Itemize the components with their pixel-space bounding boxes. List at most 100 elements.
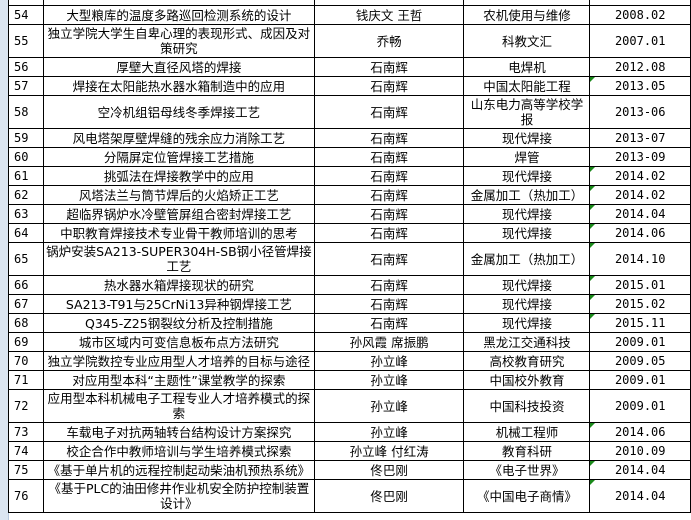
cell-date[interactable]: 2014.06 <box>589 223 691 243</box>
cell-title[interactable]: 中职教育焊接技术专业骨干教师培训的思考 <box>42 223 315 243</box>
cell-date[interactable]: 2008.02 <box>589 5 691 25</box>
cell-num[interactable]: 65 <box>8 242 44 276</box>
cell-journal[interactable]: 现代焊接 <box>463 223 591 243</box>
cell-title[interactable]: 风塔法兰与筒节焊后的火焰矫正工艺 <box>42 185 315 205</box>
cell-author[interactable]: 孙立峰 <box>313 370 465 390</box>
cell-title[interactable]: 对应用型本科“主题性”课堂教学的探索 <box>42 370 315 390</box>
cell-title[interactable]: 独立学院数控专业应用型人才培养的目标与途径 <box>42 351 315 371</box>
cell-author[interactable]: 孙立峰 <box>313 422 465 442</box>
cell-journal[interactable]: 《电子世界》 <box>463 460 591 480</box>
cell-date[interactable]: 2009.01 <box>589 370 691 390</box>
cell-title[interactable]: 《基于PLC的油田修井作业机安全防护控制装置设计》 <box>42 479 315 513</box>
cell-num[interactable]: 67 <box>8 294 44 314</box>
cell-date[interactable]: 2009.05 <box>589 351 691 371</box>
cell-num[interactable]: 55 <box>8 24 44 58</box>
cell-journal[interactable]: 现代焊接 <box>463 275 591 295</box>
cell-title[interactable]: 锅炉安装SA213-SUPER304H-SB钢小径管焊接工艺 <box>42 242 315 276</box>
cell-author[interactable]: 石南辉 <box>313 223 465 243</box>
cell-num[interactable]: 58 <box>8 95 44 129</box>
cell-title[interactable]: 应用型本科机械电子工程专业人才培养模式的探索 <box>42 389 315 423</box>
cell-author[interactable]: 钱庆文 王哲 <box>313 5 465 25</box>
cell-date[interactable]: 2014.10 <box>589 242 691 276</box>
cell-num[interactable]: 61 <box>8 166 44 186</box>
cell-author[interactable]: 孙立峰 <box>313 389 465 423</box>
cell-date[interactable]: 2015.02 <box>589 294 691 314</box>
cell-journal[interactable]: 现代焊接 <box>463 166 591 186</box>
cell-num[interactable]: 62 <box>8 185 44 205</box>
cell-title[interactable]: 《基于单片机的远程控制起动柴油机预热系统》 <box>42 460 315 480</box>
cell-author[interactable]: 石南辉 <box>313 166 465 186</box>
cell-author[interactable]: 石南辉 <box>313 242 465 276</box>
cell-num[interactable]: 71 <box>8 370 44 390</box>
cell-date[interactable]: 2014.04 <box>589 204 691 224</box>
cell-journal[interactable]: 农机使用与维修 <box>463 5 591 25</box>
cell-journal[interactable]: 教育科研 <box>463 441 591 461</box>
cell-title[interactable]: 独立学院大学生自卑心理的表现形式、成因及对策研究 <box>42 24 315 58</box>
cell-title[interactable]: 车载电子对抗两轴转台结构设计方案探究 <box>42 422 315 442</box>
cell-author[interactable]: 石南辉 <box>313 294 465 314</box>
cell-date[interactable]: 2007.01 <box>589 24 691 58</box>
cell-num[interactable]: 59 <box>8 128 44 148</box>
cell-date[interactable]: 2014.04 <box>589 460 691 480</box>
cell-date[interactable]: 2014.02 <box>589 166 691 186</box>
cell-title[interactable]: 厚壁大直径风塔的焊接 <box>42 57 315 77</box>
cell-journal[interactable]: 现代焊接 <box>463 313 591 333</box>
cell-date[interactable]: 2013-07 <box>589 128 691 148</box>
cell-author[interactable]: 石南辉 <box>313 147 465 167</box>
cell-author[interactable]: 孙风霞 席振鹏 <box>313 332 465 352</box>
cell-author[interactable]: 孙立峰 付红涛 <box>313 441 465 461</box>
cell-num[interactable]: 54 <box>8 5 44 25</box>
cell-title[interactable]: 焊接在太阳能热水器水箱制造中的应用 <box>42 76 315 96</box>
cell-author[interactable]: 佟巴刚 <box>313 460 465 480</box>
cell-title[interactable]: 超临界锅炉水冷壁管屏组合密封焊接工艺 <box>42 204 315 224</box>
cell-date[interactable]: 2013.05 <box>589 76 691 96</box>
cell-date[interactable]: 2014.02 <box>589 185 691 205</box>
cell-num[interactable]: 56 <box>8 57 44 77</box>
cell-author[interactable]: 石南辉 <box>313 204 465 224</box>
cell-num[interactable]: 69 <box>8 332 44 352</box>
cell-num[interactable]: 76 <box>8 479 44 513</box>
cell-author[interactable]: 石南辉 <box>313 275 465 295</box>
cell-journal[interactable]: 焊管 <box>463 147 591 167</box>
cell-journal[interactable]: 电焊机 <box>463 57 591 77</box>
cell-num[interactable]: 64 <box>8 223 44 243</box>
cell-journal[interactable]: 中国校外教育 <box>463 370 591 390</box>
cell-num[interactable]: 60 <box>8 147 44 167</box>
cell-journal[interactable]: 中国科技投资 <box>463 389 591 423</box>
cell-author[interactable]: 石南辉 <box>313 57 465 77</box>
cell-num[interactable]: 70 <box>8 351 44 371</box>
cell-journal[interactable]: 现代焊接 <box>463 204 591 224</box>
cell-title[interactable]: 风电塔架厚壁焊缝的残余应力消除工艺 <box>42 128 315 148</box>
cell-author[interactable]: 乔畅 <box>313 24 465 58</box>
cell-journal[interactable]: 科教文汇 <box>463 24 591 58</box>
cell-date[interactable]: 2013-09 <box>589 147 691 167</box>
cell-date[interactable]: 2014.06 <box>589 422 691 442</box>
cell-date[interactable]: 2014.04 <box>589 479 691 513</box>
cell-num[interactable]: 75 <box>8 460 44 480</box>
cell-num[interactable]: 63 <box>8 204 44 224</box>
cell-num[interactable]: 66 <box>8 275 44 295</box>
cell-title[interactable]: 分隔屏定位管焊接工艺措施 <box>42 147 315 167</box>
cell-date[interactable]: 2009.01 <box>589 332 691 352</box>
cell-num[interactable]: 74 <box>8 441 44 461</box>
cell-title[interactable]: 挑弧法在焊接教学中的应用 <box>42 166 315 186</box>
cell-date[interactable]: 2012.08 <box>589 57 691 77</box>
cell-journal[interactable]: 山东电力高等学校学报 <box>463 95 591 129</box>
cell-author[interactable]: 石南辉 <box>313 128 465 148</box>
cell-num[interactable]: 57 <box>8 76 44 96</box>
cell-journal[interactable]: 高校教育研究 <box>463 351 591 371</box>
cell-journal[interactable]: 金属加工（热加工） <box>463 242 591 276</box>
cell-author[interactable]: 石南辉 <box>313 95 465 129</box>
cell-title[interactable]: SA213-T91与25CrNi13异种钢焊接工艺 <box>42 294 315 314</box>
cell-date[interactable]: 2013-06 <box>589 95 691 129</box>
cell-journal[interactable]: 《中国电子商情》 <box>463 479 591 513</box>
cell-date[interactable]: 2015.01 <box>589 275 691 295</box>
cell-num[interactable]: 68 <box>8 313 44 333</box>
cell-title[interactable]: Q345-Z25钢裂纹分析及控制措施 <box>42 313 315 333</box>
cell-num[interactable]: 73 <box>8 422 44 442</box>
cell-title[interactable]: 城市区域内可变信息板布点方法研究 <box>42 332 315 352</box>
cell-num[interactable]: 72 <box>8 389 44 423</box>
cell-title[interactable]: 校企合作中教师培训与学生培养模式探索 <box>42 441 315 461</box>
cell-author[interactable]: 石南辉 <box>313 185 465 205</box>
cell-date[interactable]: 2010.09 <box>589 441 691 461</box>
